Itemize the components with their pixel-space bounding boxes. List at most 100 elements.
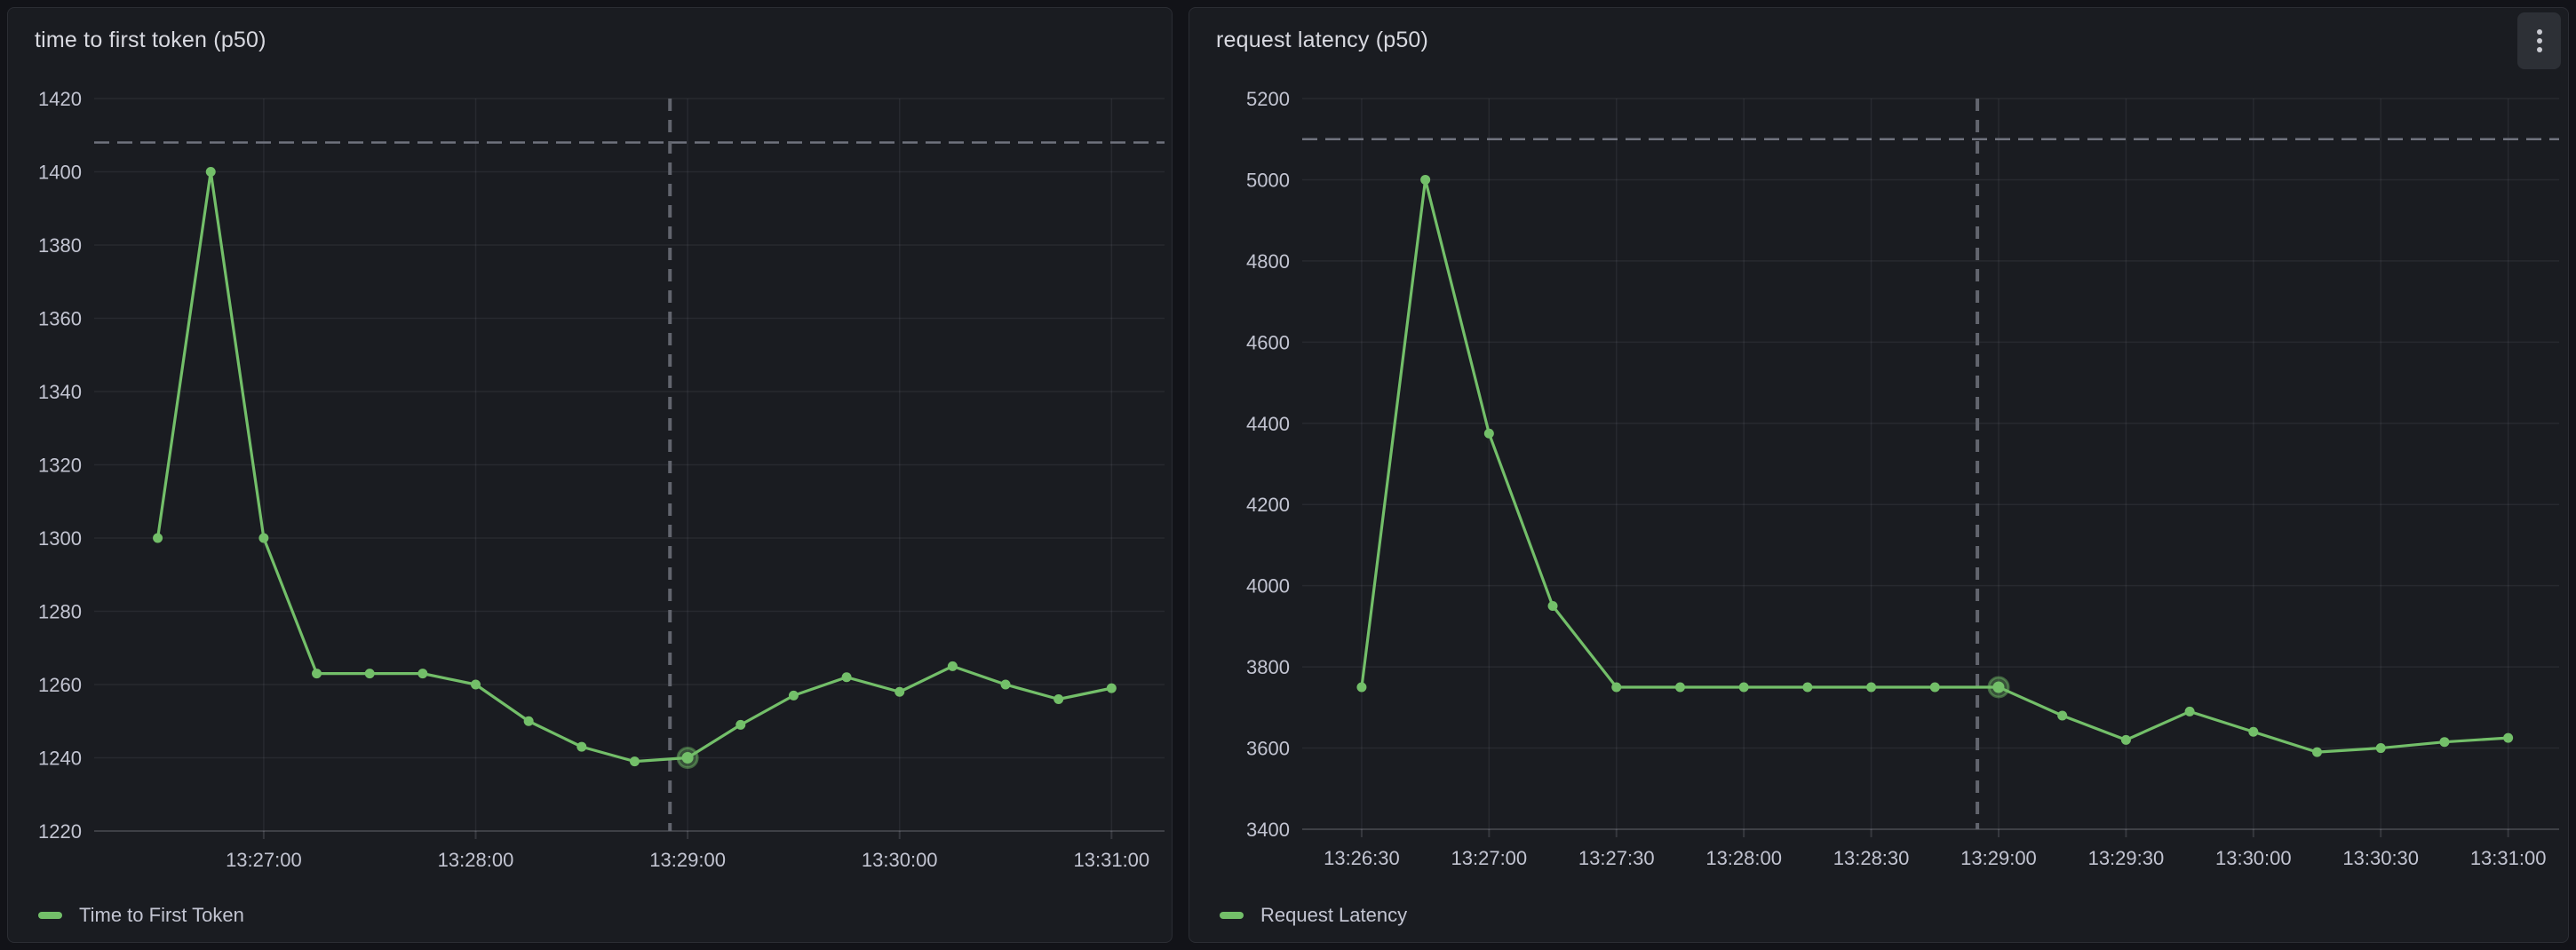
data-point xyxy=(258,533,269,543)
panel-title[interactable]: time to first token (p50) xyxy=(35,28,266,52)
data-point xyxy=(471,679,481,690)
y-axis-label: 1280 xyxy=(38,601,82,623)
data-point xyxy=(788,690,799,701)
legend-item-request-latency[interactable]: Request Latency xyxy=(1220,904,1407,927)
x-axis-label: 13:29:00 xyxy=(649,849,726,871)
y-axis-label: 3600 xyxy=(1246,738,1290,760)
data-point xyxy=(2120,734,2131,745)
data-point xyxy=(1000,679,1011,690)
ttft-chart-plot-area[interactable]: 1220 1240 1260 1280 1300 1320 1340 1360 1380 1400… xyxy=(8,8,1173,944)
y-axis-label: 1220 xyxy=(38,820,82,843)
x-axis-label: 13:31:00 xyxy=(1074,849,1150,871)
data-point xyxy=(1420,174,1431,185)
data-point xyxy=(1674,682,1685,693)
panel-menu-button[interactable] xyxy=(2517,12,2561,69)
kebab-vertical-icon xyxy=(2536,29,2542,35)
y-axis-label: 4800 xyxy=(1246,250,1290,273)
x-axis-label: 13:27:00 xyxy=(1451,847,1528,869)
data-point xyxy=(1483,428,1494,439)
data-point xyxy=(1992,681,2005,693)
legend-color-swatch xyxy=(1220,912,1244,919)
data-point xyxy=(205,167,216,177)
data-point xyxy=(629,756,640,767)
data-point xyxy=(364,669,375,679)
legend-label: Request Latency xyxy=(1260,904,1408,926)
x-axis-ticks xyxy=(262,831,1113,839)
data-point xyxy=(1547,601,1558,612)
x-gridlines xyxy=(263,99,1113,831)
data-point xyxy=(841,672,852,683)
data-point xyxy=(523,716,534,726)
data-point xyxy=(312,669,322,679)
kebab-vertical-icon xyxy=(2536,47,2542,52)
y-axis-label: 1420 xyxy=(38,88,82,110)
y-axis-label: 1300 xyxy=(38,527,82,550)
panel-request-latency: 3400 3600 3800 4000 4200 4400 4600 4800 5000 5200… xyxy=(1189,7,2569,943)
x-axis-labels: 13:27:00 13:28:00 13:29:00 13:30:00 13:31:00 xyxy=(226,849,1149,871)
data-point xyxy=(1611,682,1622,693)
y-axis-label: 5200 xyxy=(1246,88,1290,110)
y-axis-label: 4200 xyxy=(1246,494,1290,516)
x-axis-label: 13:29:00 xyxy=(1960,847,2037,869)
y-axis-label: 1400 xyxy=(38,162,82,184)
data-point xyxy=(1053,694,1064,704)
y-axis-label: 4400 xyxy=(1246,413,1290,435)
x-axis-label: 13:29:30 xyxy=(2088,847,2165,869)
y-axis-label: 1340 xyxy=(38,381,82,403)
data-point xyxy=(2057,710,2068,721)
data-point xyxy=(2248,726,2259,737)
data-point xyxy=(947,661,958,671)
x-axis-label: 13:28:00 xyxy=(1705,847,1782,869)
legend-label: Time to First Token xyxy=(79,904,244,926)
x-axis-labels: 13:26:30 13:27:00 13:27:30 13:28:00 13:28:30… xyxy=(1324,847,2546,869)
panel-title[interactable]: request latency (p50) xyxy=(1216,28,1429,52)
x-axis-label: 13:30:00 xyxy=(862,849,938,871)
legend: Time to First Token xyxy=(8,898,1172,933)
x-axis-label: 13:31:00 xyxy=(2470,847,2547,869)
x-gridlines xyxy=(1361,99,2509,829)
kebab-vertical-icon xyxy=(2536,38,2542,44)
panel-time-to-first-token: 1220 1240 1260 1280 1300 1320 1340 1360 1380 1400… xyxy=(7,7,1173,943)
y-axis-labels: 1220 1240 1260 1280 1300 1320 1340 1360 1380 1400… xyxy=(38,88,82,843)
y-axis-label: 1260 xyxy=(38,674,82,696)
y-axis-label: 4000 xyxy=(1246,575,1290,598)
data-point xyxy=(681,752,694,764)
x-axis-label: 13:27:30 xyxy=(1578,847,1655,869)
data-point xyxy=(2184,706,2195,716)
y-axis-label: 5000 xyxy=(1246,169,1290,191)
series-line-time-to-first-token xyxy=(155,170,1113,764)
y-gridlines xyxy=(1302,98,2559,830)
data-point xyxy=(2312,747,2323,757)
data-points xyxy=(1356,174,2514,757)
legend-item-time-to-first-token[interactable]: Time to First Token xyxy=(38,904,244,927)
data-point xyxy=(2375,743,2386,754)
data-point xyxy=(576,741,587,752)
x-axis-label: 13:28:30 xyxy=(1833,847,1910,869)
x-axis-label: 13:30:30 xyxy=(2342,847,2419,869)
y-axis-labels: 3400 3600 3800 4000 4200 4400 4600 4800 5000 5200 xyxy=(1246,88,1290,841)
data-point xyxy=(2439,737,2450,748)
y-axis-label: 3800 xyxy=(1246,656,1290,678)
x-axis-label: 13:28:00 xyxy=(438,849,514,871)
data-points xyxy=(153,167,1117,767)
x-axis-label: 13:26:30 xyxy=(1324,847,1400,869)
data-point xyxy=(735,719,746,730)
y-gridlines xyxy=(94,98,1165,832)
data-point xyxy=(153,533,163,543)
data-point xyxy=(894,686,905,697)
y-axis-label: 1360 xyxy=(38,308,82,330)
legend-color-swatch xyxy=(38,912,62,919)
y-axis-label: 3400 xyxy=(1246,819,1290,841)
data-point xyxy=(417,669,428,679)
data-point xyxy=(1866,682,1877,693)
x-axis-ticks xyxy=(1360,829,2509,837)
legend: Request Latency xyxy=(1189,898,2568,933)
data-point xyxy=(2503,732,2514,743)
y-axis-label: 4600 xyxy=(1246,331,1290,353)
data-point xyxy=(1802,682,1813,693)
data-point xyxy=(1929,682,1940,693)
y-axis-label: 1240 xyxy=(38,748,82,770)
x-axis-label: 13:30:00 xyxy=(2215,847,2292,869)
latency-chart-plot-area[interactable]: 3400 3600 3800 4000 4200 4400 4600 4800 5000 5200… xyxy=(1189,8,2570,944)
